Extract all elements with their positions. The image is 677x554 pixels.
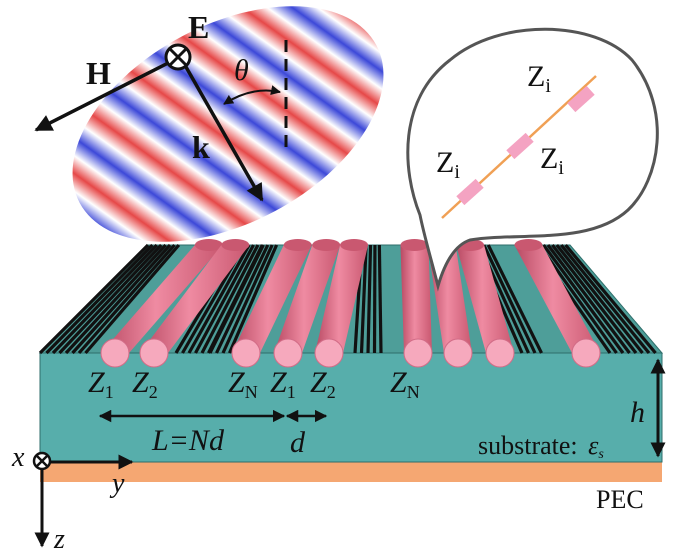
y-axis-label: y bbox=[109, 468, 125, 499]
k-vector-arrow bbox=[180, 59, 264, 202]
svg-text:Zi: Zi bbox=[527, 60, 551, 97]
coordinate-axes: x y z bbox=[11, 442, 134, 554]
substrate-annotation: h substrate: εs PEC bbox=[478, 358, 666, 514]
pec-ground bbox=[40, 462, 662, 482]
wire-strip bbox=[564, 243, 657, 355]
loaded-rod bbox=[314, 239, 369, 368]
callout-block-mid bbox=[506, 132, 534, 160]
wire-strips bbox=[38, 243, 657, 355]
loaded-rod bbox=[100, 239, 223, 368]
thickness-label: h bbox=[630, 396, 645, 429]
wire-strip bbox=[58, 243, 163, 355]
wire-strip bbox=[359, 244, 368, 354]
substrate-label: substrate: εs bbox=[478, 431, 604, 462]
loaded-rod bbox=[514, 239, 601, 368]
wire-strip bbox=[559, 243, 651, 355]
callout-balloon bbox=[406, 27, 659, 292]
e-field-label: E bbox=[188, 9, 209, 45]
svg-text:Zi: Zi bbox=[436, 146, 460, 183]
callout-block-low bbox=[456, 178, 484, 206]
loaded-rod bbox=[231, 239, 312, 368]
wire-strip bbox=[482, 244, 537, 354]
label-z1-second: Z1 bbox=[270, 366, 296, 402]
d-label: d bbox=[290, 426, 306, 459]
wave-ellipse bbox=[72, 6, 384, 242]
wire-strip bbox=[228, 244, 279, 354]
wire-strip bbox=[551, 244, 638, 354]
label-z2-first: Z2 bbox=[132, 366, 158, 402]
loaded-rod bbox=[400, 239, 433, 368]
wire-strip bbox=[71, 243, 172, 355]
period-label: L=Nd bbox=[151, 424, 225, 457]
wire-strip bbox=[555, 244, 644, 354]
pec-label: PEC bbox=[596, 485, 644, 514]
wire-strip bbox=[51, 243, 158, 355]
wire-strip bbox=[200, 244, 260, 354]
wire-strip bbox=[221, 244, 274, 354]
x-axis-label: x bbox=[11, 442, 25, 473]
wire-strip bbox=[542, 244, 625, 354]
theta-label: θ bbox=[234, 54, 249, 87]
wire-strip bbox=[546, 244, 631, 354]
k-vector-label: k bbox=[192, 129, 210, 165]
wire-strip bbox=[215, 244, 270, 354]
svg-text:Zi: Zi bbox=[540, 142, 564, 179]
wire-strip bbox=[77, 243, 176, 355]
wire-strip bbox=[38, 243, 150, 355]
wire-strip bbox=[84, 243, 181, 355]
wire-strip bbox=[366, 244, 373, 354]
label-zn-second: ZN bbox=[390, 366, 420, 402]
wire-strip bbox=[194, 244, 255, 354]
plane-wave: E H k θ bbox=[34, 6, 384, 242]
loaded-rod bbox=[273, 239, 341, 368]
callout-label-top: Zi bbox=[527, 60, 551, 97]
wire-strip bbox=[187, 244, 251, 354]
callout-label-right: Zi bbox=[540, 142, 564, 179]
callout-block-top bbox=[567, 85, 595, 113]
loaded-rod bbox=[139, 239, 250, 368]
label-z1-first: Z1 bbox=[88, 366, 114, 402]
e-field-into-page-icon bbox=[164, 43, 192, 71]
label-z2-second: Z2 bbox=[310, 366, 336, 402]
period-dimension: L=Nd d bbox=[98, 409, 328, 459]
wire-strip bbox=[64, 243, 167, 355]
wire-strip bbox=[208, 244, 265, 354]
wire-strip bbox=[45, 243, 154, 355]
theta-arc bbox=[223, 85, 281, 105]
z-axis-label: z bbox=[53, 524, 65, 554]
x-axis-into-page-icon bbox=[32, 451, 52, 471]
h-field-label: H bbox=[86, 55, 111, 91]
wire-strip bbox=[486, 244, 543, 354]
h-field-arrow bbox=[34, 56, 179, 132]
label-zn-first: ZN bbox=[228, 366, 258, 402]
wire-strip bbox=[377, 244, 383, 354]
impedance-labels: Z1 Z2 ZN Z1 Z2 ZN bbox=[88, 366, 420, 402]
zoom-callout: Zi Zi Zi bbox=[406, 27, 659, 292]
callout-label-left: Zi bbox=[436, 146, 460, 183]
